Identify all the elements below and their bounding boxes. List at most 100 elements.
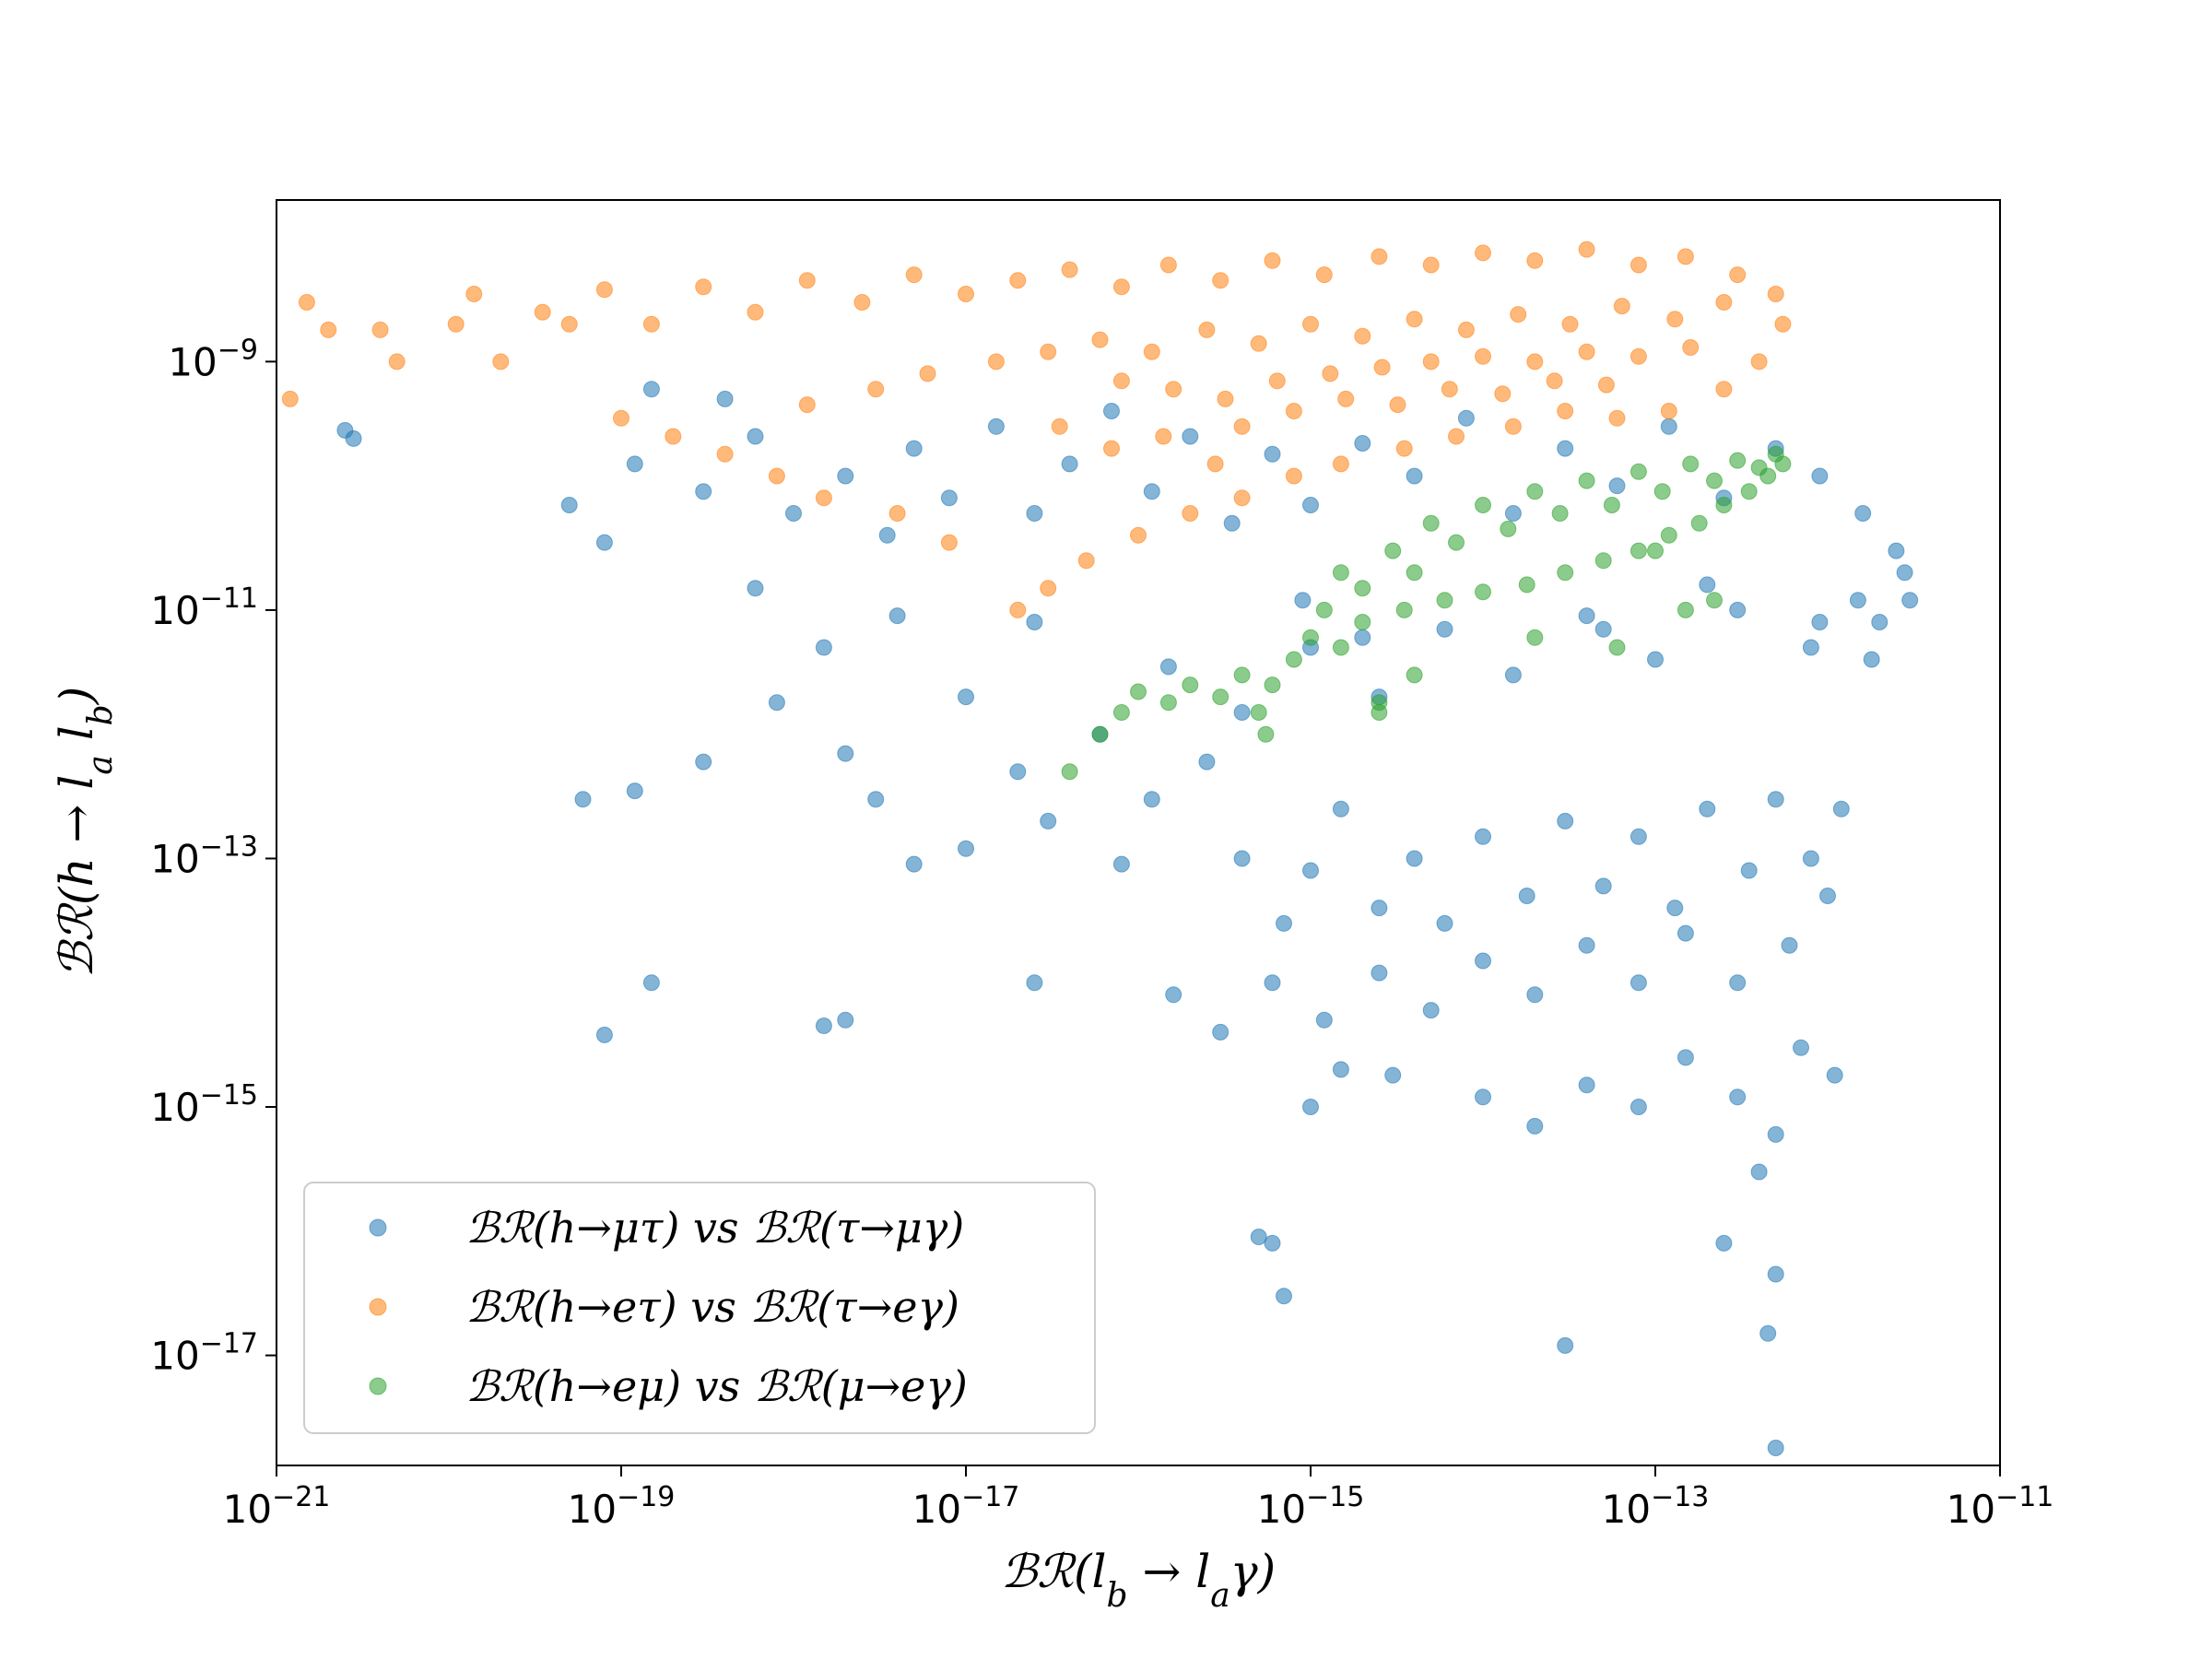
scatter-point xyxy=(905,855,923,873)
scatter-point xyxy=(1526,252,1544,269)
scatter-point xyxy=(1217,390,1234,407)
scatter-point xyxy=(320,321,337,338)
scatter-point xyxy=(388,353,406,371)
scatter-point xyxy=(1504,418,1522,435)
scatter-point xyxy=(1759,1324,1777,1342)
scatter-point xyxy=(595,281,613,299)
scatter-point xyxy=(1250,335,1267,352)
scatter-point xyxy=(595,534,613,551)
scatter-point xyxy=(1557,812,1574,830)
scatter-point xyxy=(1706,472,1723,489)
scatter-point xyxy=(1395,440,1413,457)
scatter-point xyxy=(1373,359,1391,376)
plot-frame xyxy=(276,199,2001,1466)
scatter-point xyxy=(1653,483,1671,500)
scatter-point xyxy=(1302,497,1319,513)
scatter-point xyxy=(1103,403,1120,419)
scatter-point xyxy=(642,974,660,992)
scatter-point xyxy=(1233,418,1251,435)
scatter-point xyxy=(888,505,906,522)
scatter-point xyxy=(1264,1234,1281,1252)
scatter-point xyxy=(1608,639,1626,656)
scatter-point xyxy=(1475,1088,1491,1106)
scatter-point xyxy=(837,1011,854,1029)
scatter-point xyxy=(1264,252,1281,269)
scatter-point xyxy=(1457,409,1475,427)
scatter-point xyxy=(1143,791,1160,808)
scatter-point xyxy=(345,429,362,447)
scatter-point xyxy=(1849,592,1866,609)
scatter-point xyxy=(878,526,896,544)
scatter-point xyxy=(1630,256,1647,274)
scatter-point xyxy=(1026,614,1043,630)
scatter-point xyxy=(1901,592,1919,609)
scatter-point xyxy=(1767,791,1784,808)
scatter-point xyxy=(1802,639,1819,656)
scatter-point xyxy=(1630,974,1647,992)
scatter-point xyxy=(1406,850,1423,867)
y-tick-label: 10−9 xyxy=(168,334,258,384)
scatter-point xyxy=(1406,311,1423,328)
scatter-point xyxy=(1040,343,1057,360)
scatter-point xyxy=(837,745,854,762)
scatter-point xyxy=(958,286,974,302)
scatter-point xyxy=(1384,1066,1402,1084)
scatter-point xyxy=(1182,505,1199,522)
scatter-point xyxy=(1578,343,1595,360)
scatter-point xyxy=(1009,272,1027,289)
scatter-point xyxy=(1130,683,1147,700)
scatter-point xyxy=(1729,1088,1747,1106)
scatter-point xyxy=(1767,1125,1784,1143)
scatter-point xyxy=(1832,800,1850,818)
scatter-point xyxy=(1448,534,1465,551)
scatter-point xyxy=(1061,261,1078,278)
scatter-point xyxy=(1819,888,1836,904)
scatter-point xyxy=(1354,435,1371,452)
scatter-point xyxy=(1233,666,1251,684)
scatter-point xyxy=(1597,376,1615,394)
scatter-point xyxy=(1677,248,1694,265)
x-axis-ticks: 10−21 10−19 10−17 10−15 10−13 10−11 xyxy=(223,1465,2053,1532)
scatter-point xyxy=(1888,542,1905,559)
scatter-point xyxy=(1406,467,1423,485)
scatter-point xyxy=(1103,440,1120,457)
scatter-point xyxy=(1767,1265,1784,1283)
scatter-point xyxy=(1594,877,1612,895)
scatter-point xyxy=(1557,403,1574,419)
scatter-point xyxy=(1660,526,1677,544)
scatter-point xyxy=(1729,974,1747,992)
scatter-point xyxy=(815,639,832,656)
scatter-point xyxy=(281,390,299,407)
scatter-point xyxy=(1264,974,1281,992)
scatter-point xyxy=(1371,704,1388,721)
scatter-point xyxy=(716,390,734,407)
scatter-point xyxy=(1233,850,1251,867)
scatter-point xyxy=(1130,526,1147,544)
scatter-point xyxy=(1112,704,1130,721)
scatter-point xyxy=(815,489,832,507)
scatter-point xyxy=(1250,704,1267,721)
scatter-point xyxy=(1143,483,1160,500)
scatter-point xyxy=(1854,505,1872,522)
scatter-point xyxy=(1422,353,1440,371)
scatter-point xyxy=(1526,353,1544,371)
scatter-point xyxy=(1682,339,1700,356)
scatter-point xyxy=(1608,409,1626,427)
scatter-point xyxy=(1371,964,1388,982)
scatter-point xyxy=(595,1026,613,1043)
scatter-point xyxy=(447,315,465,333)
scatter-point xyxy=(1690,514,1708,532)
scatter-point xyxy=(1504,666,1522,684)
scatter-point xyxy=(1518,576,1535,594)
scatter-point xyxy=(1896,564,1913,582)
scatter-point xyxy=(695,278,712,296)
scatter-point xyxy=(1406,564,1423,582)
scatter-point xyxy=(1276,914,1292,932)
scatter-point xyxy=(1302,1099,1319,1115)
scatter-point xyxy=(298,294,315,311)
scatter-point xyxy=(747,303,764,321)
scatter-point xyxy=(1475,828,1491,845)
scatter-point xyxy=(465,286,483,302)
scatter-point xyxy=(1630,828,1647,845)
scatter-point xyxy=(1436,620,1453,638)
